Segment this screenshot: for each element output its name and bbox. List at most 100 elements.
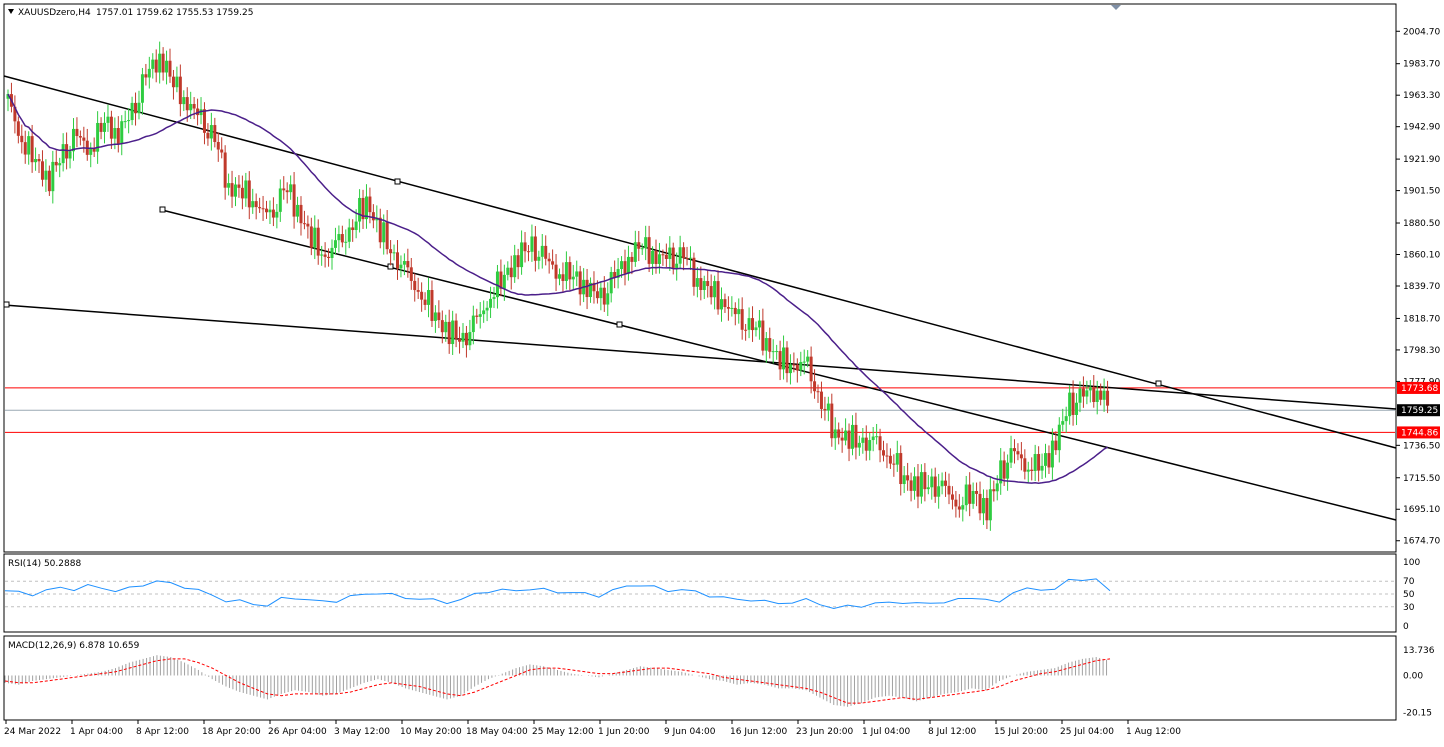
candle-body [123,121,127,123]
candle-body [47,170,51,192]
candle-body [406,261,410,268]
candle-body [1009,448,1013,463]
candle-body [464,332,468,346]
candle-body [850,424,854,449]
candle-body [265,208,269,213]
candle-body [937,486,941,497]
candle-body [116,128,120,144]
candle-body [640,248,644,250]
trendline-anchor[interactable] [3,301,10,308]
shift-marker-icon[interactable] [1111,5,1121,10]
macd-indicator: 13.736 0.00 -20.15 [4,646,1435,719]
candle-body [103,122,107,132]
candle-body [13,106,17,122]
candle-body [657,254,661,264]
trendlines[interactable] [3,75,1397,521]
candle-body [451,320,455,345]
candle-body [847,430,851,449]
candle-body [823,408,827,411]
candle-body [171,76,175,88]
price-labels: 1773.68 1744.86 1759.25 [1397,381,1440,439]
candle-body [447,321,451,345]
time-tick-label: 24 Mar 2022 [4,727,61,737]
candle-body [113,128,117,139]
candle-body [788,364,792,374]
candle-body [147,68,151,78]
candle-body [261,208,265,210]
candle-body [1030,469,1034,471]
long-support-trendline[interactable] [3,304,1397,410]
time-tick-label: 15 Jul 20:00 [994,727,1048,737]
price-tick-label: 1818.70 [1403,314,1440,324]
candle-body [613,272,617,278]
candle-body [816,391,820,393]
price-tick-label: 1901.50 [1403,187,1440,197]
candle-body [1012,448,1016,452]
candle-body [468,332,472,346]
rsi-indicator: 100 70 50 30 0 [4,558,1420,632]
candle-body [709,286,713,298]
candle-body [58,163,62,166]
candle-body [1047,453,1051,468]
candle-body [554,264,558,279]
candle-body [595,291,599,299]
candle-body [871,436,875,441]
candle-body [809,356,813,382]
candle-body [716,281,720,310]
candle-body [368,196,372,213]
triangle-down-icon[interactable] [8,9,14,14]
candle-body [971,490,975,504]
trendline-anchor[interactable] [159,206,166,213]
rsi-tick-label: 30 [1403,603,1415,613]
macd-tick-label: 13.736 [1403,646,1435,656]
candle-body [895,453,899,465]
trendline-anchor[interactable] [1155,380,1162,387]
candle-body [40,161,44,180]
candle-body [547,258,551,262]
candle-body [919,472,923,497]
candle-body [678,247,682,264]
candle-body [144,74,148,78]
trendline-anchor[interactable] [616,321,623,328]
candle-body [461,332,465,342]
candle-body [337,234,341,241]
horizontal-levels[interactable] [5,387,1395,433]
trendline-anchor[interactable] [394,178,401,185]
time-tick-label: 18 Apr 20:00 [202,727,261,737]
candle-body [1085,390,1089,397]
candle-body [351,227,355,231]
upper-trendline[interactable] [3,75,1397,449]
macd-tick-label: 0.00 [1403,671,1423,681]
candle-body [1054,440,1058,451]
candles [6,41,1110,531]
candle-body [258,207,262,209]
candle-body [682,247,686,259]
candle-body [413,280,417,291]
candle-body [861,437,865,443]
candle-body [340,234,344,243]
candle-body [799,362,803,371]
time-tick-label: 1 Apr 04:00 [70,727,123,737]
candle-body [499,271,503,289]
candle-body [754,327,758,331]
candle-body [575,271,579,277]
candle-body [251,201,255,208]
candle-body [954,499,958,507]
candle-body [706,281,710,287]
candle-body [478,314,482,317]
candle-body [458,338,462,342]
macd-panel-frame [3,635,1397,721]
candle-body [826,403,830,411]
candle-body [202,109,206,133]
candle-body [837,429,841,438]
candle-body [609,272,613,294]
candle-body [833,429,837,439]
rsi-label: RSI(14) 50.2888 [8,559,81,569]
price-tick-label: 1674.70 [1403,537,1440,547]
candle-body [178,76,182,105]
candle-body [733,307,737,315]
candle-body [96,122,100,152]
candle-body [513,255,517,278]
